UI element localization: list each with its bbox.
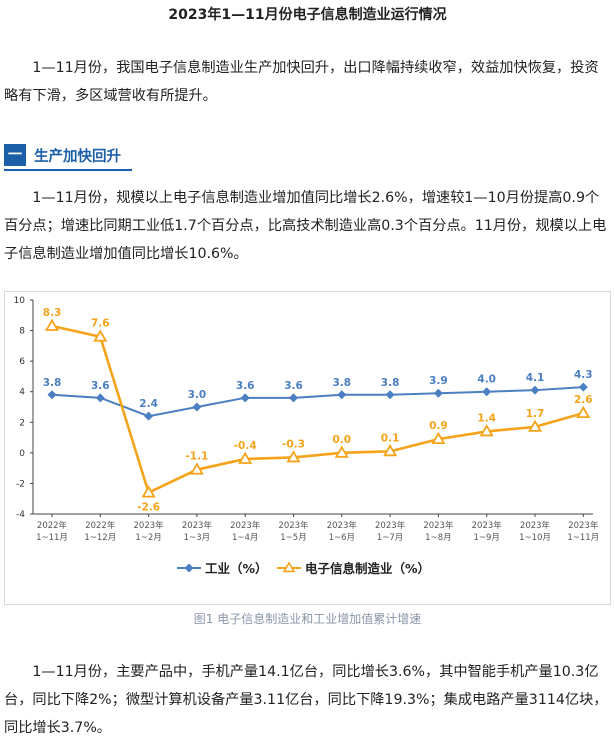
data-point-triangle [189,462,204,475]
x-tick-label-year: 2023年 [423,520,454,531]
data-label: 3.6 [236,380,255,392]
data-label: -2.6 [137,502,160,514]
x-tick-label-period: 1~7月 [377,533,403,543]
data-label: 0.1 [381,432,400,444]
data-label: 2.6 [574,394,593,406]
data-point-diamond [144,411,154,421]
x-tick-label-year: 2023年 [520,520,551,531]
y-tick-label: 4 [19,388,25,398]
x-tick-label-year: 2023年 [182,520,213,531]
x-tick-label-period: 1~4月 [232,533,258,543]
data-point-diamond [337,390,347,400]
x-tick-label-year: 2022年 [85,520,116,531]
data-point-triangle [44,318,60,331]
chart-svg: -4 -2 0 2 4 6 8 10 2022年 1~11月 2022年 1~12月 2023年 1~2月… [14,296,600,576]
data-point-diamond [289,393,298,403]
series-line-1 [51,324,584,495]
data-point-diamond [433,388,443,398]
x-tick-label-period: 1~11月 [36,533,68,543]
data-point-diamond [578,382,588,392]
y-tick-label: 2 [19,418,25,428]
section-underline [4,169,132,171]
data-label: 3.8 [43,377,62,389]
data-label: 2.4 [139,398,158,410]
data-label: 3.9 [429,375,448,387]
x-tick-label-year: 2023年 [375,520,406,531]
data-point-triangle [93,329,108,342]
data-point-triangle [527,419,543,432]
x-tick-label-year: 2023年 [278,520,309,531]
data-point-triangle [383,444,398,457]
x-tick-label-year: 2023年 [327,520,358,531]
series-line-0 [51,386,584,418]
line-chart: -4 -2 0 2 4 6 8 10 2022年 1~11月 2022年 1~12月 2023年 1~2月… [4,291,611,605]
data-point-triangle [286,450,301,463]
x-tick-label-period: 1~10月 [519,533,551,543]
data-point-triangle [576,405,591,419]
data-point-diamond [95,393,105,403]
figure-caption: 图1 电子信息制造业和工业增加值累计增速 [193,612,422,626]
data-label: 4.1 [526,372,545,384]
data-label: 4.3 [574,369,593,381]
y-tick-label: 0 [19,449,25,459]
data-point-diamond [385,390,395,400]
y-tick-label: 6 [19,357,25,367]
data-point-triangle [431,431,446,445]
production-paragraph: 1—11月份，规模以上电子信息制造业增加值同比增长2.6%，增速较1—10月份提… [4,190,607,262]
x-tick-label-period: 1~9月 [473,533,499,543]
data-label: -0.4 [234,440,257,452]
data-point-diamond [47,390,57,400]
x-tick-label-period: 1~5月 [280,533,306,543]
legend-marker-electronics [282,561,296,573]
data-point-triangle [334,445,349,458]
data-label: 1.4 [477,412,496,424]
y-tick-label: -2 [16,479,25,489]
legend-label-electronics: 电子信息制造业（%） [305,561,430,576]
section-number: 一 [4,144,26,166]
data-point-diamond [192,402,202,412]
legend-label-industry: 工业（%） [205,561,268,576]
x-tick-label-year: 2023年 [568,520,599,531]
x-tick-label-period: 1~6月 [329,533,355,543]
data-label: 0.0 [332,434,351,446]
data-label: -1.1 [185,451,208,463]
section-heading: 一 生产加快回升 [4,142,121,168]
data-label: 8.3 [43,307,62,319]
data-point-triangle [238,451,253,464]
x-tick-label-year: 2023年 [472,520,503,531]
data-label: 3.6 [91,380,110,392]
x-tick-label-period: 1~12月 [84,533,116,543]
legend-marker-industry [184,563,194,573]
section-title: 生产加快回升 [34,148,121,165]
x-tick-label-year: 2023年 [230,520,261,531]
x-tick-label-period: 1~8月 [425,533,451,543]
x-tick-label-year: 2022年 [37,520,68,531]
data-label: 4.0 [477,374,496,386]
data-point-triangle [141,485,156,498]
y-tick-label: 8 [19,327,25,337]
data-point-diamond [240,393,250,403]
data-label: 3.8 [381,377,400,389]
y-tick-label: 10 [14,296,26,306]
data-label: -0.3 [282,438,305,450]
data-label: 3.0 [188,389,207,401]
data-point-diamond [482,387,492,397]
x-tick-label-period: 1~11月 [567,533,599,543]
y-tick-label: -4 [16,510,25,520]
x-tick-label-period: 1~3月 [184,533,210,543]
data-label: 0.9 [429,420,448,432]
x-tick-label-period: 1~2月 [135,533,161,543]
data-label: 3.6 [284,380,303,392]
article-title: 2023年1—11月份电子信息制造业运行情况 [168,7,447,23]
intro-paragraph: 1—11月份，我国电子信息制造业生产加快回升，出口降幅持续收窄，效益加快恢复，投… [4,60,599,104]
data-label: 1.7 [526,408,545,420]
x-tick-label-year: 2023年 [134,520,165,531]
products-paragraph: 1—11月份，主要产品中，手机产量14.1亿台，同比增长3.6%，其中智能手机产… [4,664,608,736]
data-label: 3.8 [332,377,351,389]
data-label: 7.6 [91,318,110,330]
data-point-diamond [530,385,540,395]
data-point-triangle [479,424,494,437]
